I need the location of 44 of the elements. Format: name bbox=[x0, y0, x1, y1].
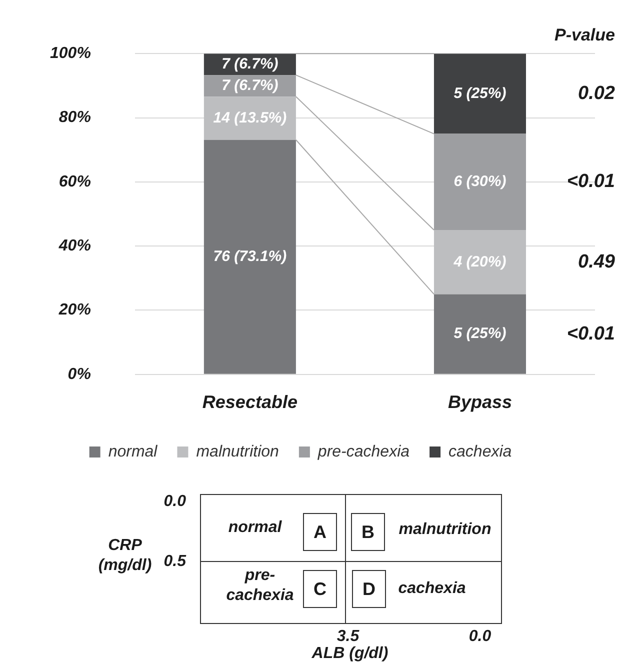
text: CRP (mg/dl) bbox=[98, 537, 152, 574]
legend-label: normal bbox=[108, 443, 158, 460]
bar bbox=[434, 54, 526, 134]
text: 0.5 bbox=[164, 553, 186, 570]
data-label: 5 (25%) bbox=[454, 84, 506, 102]
text: pre-cachexia bbox=[226, 567, 294, 604]
bar bbox=[434, 294, 526, 374]
text: 3.5 bbox=[336, 628, 360, 645]
y-tick-label: 80% bbox=[58, 109, 91, 126]
data-label: 4 (20%) bbox=[452, 253, 506, 270]
y-tick-label: 40% bbox=[58, 237, 91, 254]
data-label: 7 (6.7%) bbox=[222, 76, 278, 94]
annotation: 0.49 bbox=[578, 251, 616, 272]
data-label: 6 (30%) bbox=[454, 173, 506, 190]
x-tick-label: Resectable bbox=[202, 392, 298, 412]
data-label: 14 (13.5%) bbox=[213, 109, 287, 126]
bar bbox=[204, 140, 296, 374]
text: ALB (g/dl) bbox=[312, 645, 388, 662]
legend-label: pre-cachexia bbox=[316, 443, 410, 460]
x-tick-label: Bypass bbox=[448, 392, 512, 412]
letter-frame: D bbox=[352, 570, 386, 608]
text: P-value bbox=[554, 25, 615, 44]
annotation: <0.01 bbox=[566, 323, 615, 344]
letter-frame: A bbox=[303, 513, 337, 551]
y-tick-label: 60% bbox=[58, 173, 91, 190]
bar bbox=[204, 96, 296, 140]
letter-frame: C bbox=[303, 570, 337, 608]
annotation: 0.02 bbox=[578, 82, 616, 104]
y-tick-label: 20% bbox=[58, 302, 91, 319]
legend-label: malnutrition bbox=[196, 443, 280, 460]
legend-label: cachexia bbox=[448, 443, 512, 460]
bar bbox=[434, 230, 526, 294]
text: cachexia bbox=[398, 580, 466, 597]
letter-frame: B bbox=[351, 513, 385, 551]
text: 0.0 bbox=[468, 628, 492, 645]
annotation: <0.01 bbox=[566, 171, 615, 192]
text: malnutrition bbox=[398, 521, 492, 538]
data-label: 76 (73.1%) bbox=[213, 248, 287, 266]
y-tick-label: 100% bbox=[50, 45, 91, 62]
data-label: 7 (6.7%) bbox=[222, 55, 278, 72]
text: 0.0 bbox=[164, 493, 186, 510]
y-tick-label: 0% bbox=[68, 366, 91, 383]
text: normal bbox=[228, 519, 282, 536]
data-label: 5 (25%) bbox=[454, 325, 506, 342]
